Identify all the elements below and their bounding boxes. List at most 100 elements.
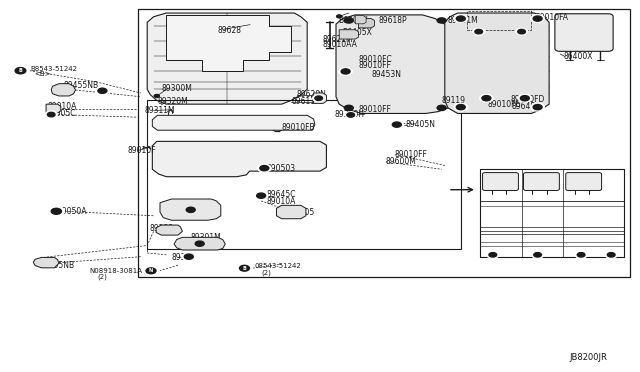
Circle shape — [515, 28, 528, 35]
Circle shape — [531, 103, 545, 111]
FancyBboxPatch shape — [483, 173, 518, 190]
Circle shape — [257, 193, 266, 198]
Text: (2): (2) — [97, 273, 107, 280]
Circle shape — [51, 208, 61, 214]
Text: 89320M: 89320M — [157, 97, 188, 106]
Text: 89645C: 89645C — [266, 190, 296, 199]
Text: 89301M: 89301M — [191, 233, 221, 242]
Text: 89050A: 89050A — [58, 207, 87, 216]
Text: N: N — [149, 268, 153, 273]
Text: 89303: 89303 — [172, 253, 196, 262]
Text: 89620N: 89620N — [297, 90, 327, 99]
Polygon shape — [336, 15, 454, 113]
Polygon shape — [276, 205, 306, 219]
Circle shape — [454, 103, 468, 111]
Text: 89010A: 89010A — [266, 197, 296, 206]
Polygon shape — [156, 225, 182, 235]
Circle shape — [605, 251, 618, 259]
Text: 89601M: 89601M — [448, 16, 479, 25]
Circle shape — [577, 253, 585, 257]
Text: 89010F: 89010F — [128, 146, 157, 155]
Circle shape — [15, 68, 26, 74]
Text: 89311M: 89311M — [145, 106, 175, 115]
Text: <B>: <B> — [35, 71, 51, 77]
Text: 89645: 89645 — [512, 102, 536, 110]
Circle shape — [95, 87, 109, 95]
Text: 89611M: 89611M — [291, 97, 322, 106]
Text: B: B — [19, 68, 22, 73]
Circle shape — [456, 105, 465, 110]
Circle shape — [518, 94, 532, 102]
Circle shape — [456, 16, 465, 21]
Text: 89453N: 89453N — [372, 70, 402, 79]
Circle shape — [390, 121, 404, 129]
Circle shape — [341, 69, 350, 74]
Circle shape — [454, 15, 468, 23]
Circle shape — [47, 112, 55, 117]
Text: 89405N: 89405N — [406, 120, 436, 129]
Polygon shape — [166, 15, 291, 71]
Circle shape — [315, 96, 323, 100]
Circle shape — [337, 15, 342, 18]
Text: 89010FF: 89010FF — [358, 105, 391, 114]
Circle shape — [347, 113, 355, 117]
Text: B8543-51242: B8543-51242 — [31, 66, 77, 72]
Circle shape — [472, 28, 485, 35]
Circle shape — [236, 263, 253, 273]
Circle shape — [254, 192, 268, 200]
Polygon shape — [51, 84, 76, 96]
Text: 89455NB: 89455NB — [64, 81, 99, 90]
Polygon shape — [174, 237, 225, 250]
Circle shape — [475, 29, 483, 34]
Text: 89353: 89353 — [150, 224, 174, 232]
Text: JB8200JR: JB8200JR — [570, 353, 607, 362]
Polygon shape — [147, 13, 307, 104]
Circle shape — [146, 268, 156, 274]
Polygon shape — [355, 16, 366, 24]
Circle shape — [345, 112, 356, 118]
Polygon shape — [152, 115, 315, 130]
Text: 89605C: 89605C — [46, 109, 76, 118]
Circle shape — [182, 253, 196, 261]
Circle shape — [531, 15, 545, 23]
Bar — [138, 9, 630, 277]
Text: 890503: 890503 — [266, 164, 296, 173]
Text: B6406X: B6406X — [338, 16, 368, 25]
Text: 89621M: 89621M — [323, 35, 353, 44]
Polygon shape — [33, 257, 59, 268]
Text: 89119: 89119 — [442, 96, 466, 105]
Text: N08918-3081A: N08918-3081A — [90, 268, 143, 274]
Circle shape — [534, 253, 541, 257]
Text: 89628: 89628 — [218, 26, 242, 35]
Circle shape — [533, 105, 542, 110]
Circle shape — [312, 94, 325, 102]
Text: 89010FD: 89010FD — [511, 95, 545, 104]
Polygon shape — [160, 199, 221, 220]
Text: 89010A: 89010A — [47, 102, 77, 111]
Circle shape — [489, 253, 497, 257]
Text: 08543-51242: 08543-51242 — [254, 263, 301, 269]
Circle shape — [154, 94, 159, 97]
Circle shape — [479, 94, 493, 102]
Bar — [467, 11, 531, 30]
Circle shape — [520, 96, 529, 101]
Circle shape — [239, 265, 250, 271]
Circle shape — [48, 206, 65, 216]
Text: B: B — [243, 266, 246, 271]
Circle shape — [257, 164, 271, 172]
Circle shape — [482, 96, 491, 101]
Text: (2): (2) — [261, 269, 271, 276]
Polygon shape — [152, 141, 326, 177]
Circle shape — [437, 105, 446, 110]
Polygon shape — [339, 30, 358, 39]
Circle shape — [344, 18, 353, 23]
Text: 86400X: 86400X — [563, 52, 593, 61]
Bar — [147, 100, 461, 249]
Circle shape — [195, 241, 204, 246]
Text: 89010FF: 89010FF — [394, 150, 427, 159]
Circle shape — [531, 251, 544, 259]
Text: 89405NB: 89405NB — [40, 261, 75, 270]
Polygon shape — [445, 13, 549, 113]
Text: 89010FF: 89010FF — [358, 61, 391, 70]
Circle shape — [392, 122, 401, 127]
